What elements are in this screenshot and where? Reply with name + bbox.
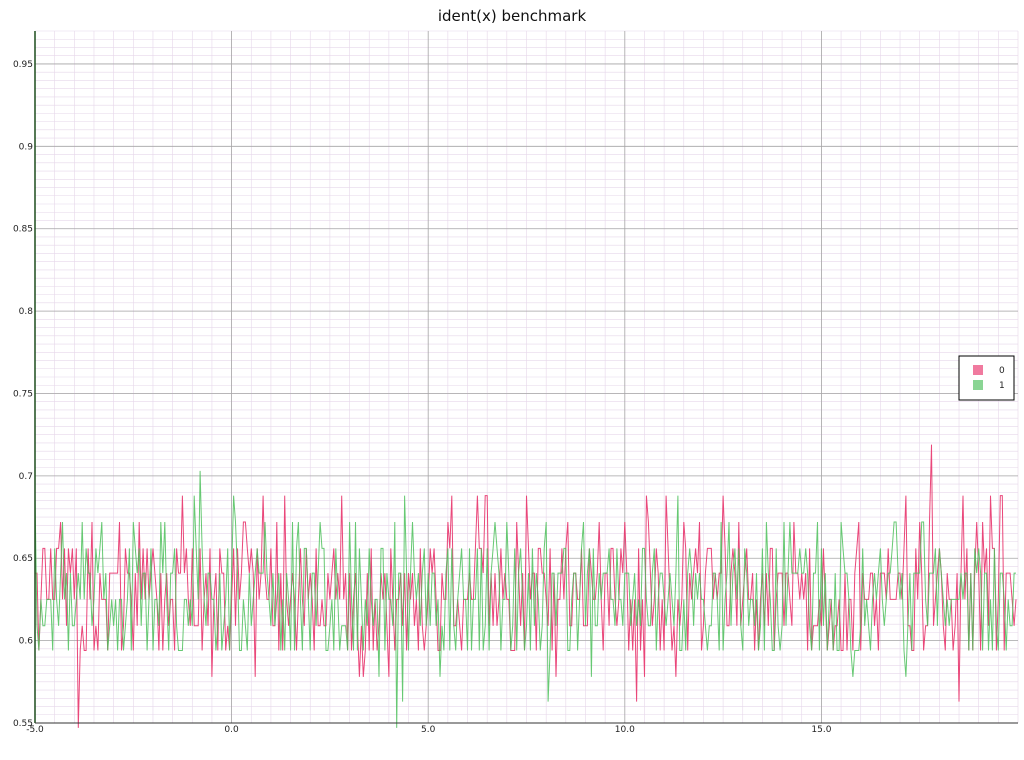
y-tick-label: 0.55 bbox=[13, 719, 33, 729]
axes bbox=[34, 31, 1018, 724]
y-tick-label: 0.75 bbox=[13, 389, 33, 399]
y-tick-label: 0.6 bbox=[19, 637, 34, 647]
tick-labels: -5.0 0.0 5.0 10.0 15.0 0.55 0.6 0.65 0.7 0.75 0.8 0… bbox=[13, 60, 832, 735]
y-tick-label: 0.7 bbox=[19, 472, 33, 482]
legend: 01 bbox=[958, 355, 1015, 401]
legend-box bbox=[958, 355, 1015, 401]
chart-title: ident(x) benchmark bbox=[437, 7, 587, 25]
series-line-0 bbox=[35, 444, 1017, 728]
legend-label-0: 0 bbox=[999, 366, 1005, 376]
y-tick-label: 0.9 bbox=[19, 142, 34, 152]
y-tick-label: 0.85 bbox=[13, 225, 33, 235]
x-tick-label: 15.0 bbox=[811, 725, 831, 735]
legend-swatch-1 bbox=[973, 380, 983, 390]
y-tick-label: 0.95 bbox=[13, 60, 33, 70]
y-tick-label: 0.8 bbox=[19, 307, 34, 317]
legend-label-1: 1 bbox=[999, 381, 1005, 391]
x-tick-label: 0.0 bbox=[224, 725, 239, 735]
series-line-1 bbox=[34, 470, 1016, 728]
series-layer bbox=[34, 444, 1017, 728]
legend-swatch-0 bbox=[973, 365, 983, 375]
x-tick-label: -5.0 bbox=[26, 725, 44, 735]
x-tick-label: 10.0 bbox=[615, 725, 635, 735]
y-tick-label: 0.65 bbox=[13, 554, 33, 564]
x-tick-label: 5.0 bbox=[421, 725, 436, 735]
